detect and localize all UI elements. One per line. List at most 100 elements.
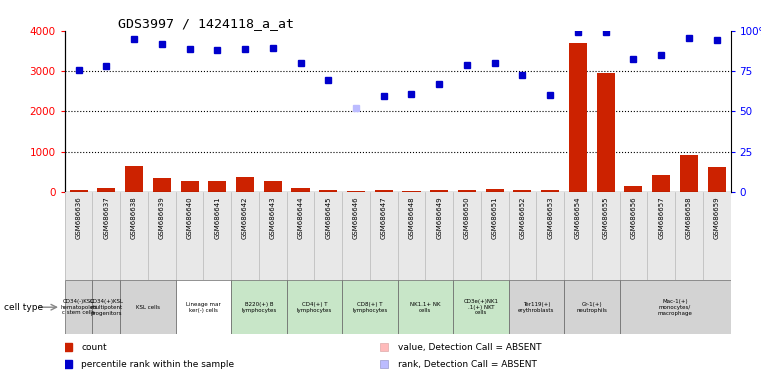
Text: CD34(-)KSL
hematopoleti
c stem cells: CD34(-)KSL hematopoleti c stem cells [60, 299, 97, 316]
Bar [153, 178, 170, 192]
Bar [180, 181, 199, 192]
Text: Mac-1(+)
monocytes/
macrophage: Mac-1(+) monocytes/ macrophage [658, 299, 693, 316]
Text: GSM686650: GSM686650 [464, 197, 470, 239]
Text: CD34(+)KSL
multipotent
progenitors: CD34(+)KSL multipotent progenitors [89, 299, 123, 316]
Text: GSM686638: GSM686638 [131, 197, 137, 239]
Text: GSM686659: GSM686659 [714, 197, 720, 239]
Bar [619, 280, 731, 334]
Bar [703, 192, 731, 280]
Bar [592, 192, 619, 280]
Text: rank, Detection Call = ABSENT: rank, Detection Call = ABSENT [397, 359, 537, 369]
Text: GSM686640: GSM686640 [186, 197, 193, 239]
Bar [342, 280, 397, 334]
Bar [287, 280, 342, 334]
Bar [176, 192, 203, 280]
Bar [486, 189, 504, 192]
Text: GSM686637: GSM686637 [103, 197, 110, 239]
Bar [425, 192, 453, 280]
Bar [708, 167, 726, 192]
Bar [569, 43, 587, 192]
Bar [374, 190, 393, 192]
Bar [209, 181, 226, 192]
Text: cell type: cell type [4, 303, 43, 312]
Text: GSM686645: GSM686645 [325, 197, 331, 239]
Bar [120, 280, 176, 334]
Bar [537, 192, 564, 280]
Bar [541, 190, 559, 192]
Bar [236, 177, 254, 192]
Text: GSM686654: GSM686654 [575, 197, 581, 239]
Text: GDS3997 / 1424118_a_at: GDS3997 / 1424118_a_at [118, 17, 294, 30]
Text: GSM686657: GSM686657 [658, 197, 664, 239]
Text: GSM686647: GSM686647 [380, 197, 387, 239]
Text: CD4(+) T
lymphocytes: CD4(+) T lymphocytes [297, 302, 332, 313]
Bar [397, 280, 453, 334]
Bar [370, 192, 397, 280]
Text: Gr-1(+)
neutrophils: Gr-1(+) neutrophils [576, 302, 607, 313]
Text: Ter119(+)
erythroblasts: Ter119(+) erythroblasts [518, 302, 555, 313]
Bar [231, 280, 287, 334]
Text: GSM686639: GSM686639 [159, 197, 165, 239]
Bar [97, 189, 116, 192]
Bar [347, 191, 365, 192]
Bar [430, 190, 448, 192]
Text: GSM686641: GSM686641 [215, 197, 220, 239]
Bar [264, 181, 282, 192]
Bar [125, 166, 143, 192]
Bar [481, 192, 508, 280]
Bar [65, 192, 92, 280]
Bar [619, 192, 648, 280]
Bar [176, 280, 231, 334]
Text: value, Detection Call = ABSENT: value, Detection Call = ABSENT [397, 343, 541, 352]
Bar [231, 192, 259, 280]
Bar [259, 192, 287, 280]
Text: B220(+) B
lymphocytes: B220(+) B lymphocytes [241, 302, 276, 313]
Text: GSM686644: GSM686644 [298, 197, 304, 239]
Text: GSM686648: GSM686648 [409, 197, 415, 239]
Bar [508, 192, 537, 280]
Text: GSM686646: GSM686646 [353, 197, 359, 239]
Bar [648, 192, 675, 280]
Bar [458, 190, 476, 192]
Text: GSM686636: GSM686636 [75, 197, 81, 239]
Bar [291, 188, 310, 192]
Text: GSM686656: GSM686656 [630, 197, 636, 239]
Text: percentile rank within the sample: percentile rank within the sample [81, 359, 234, 369]
Bar [148, 192, 176, 280]
Text: GSM686643: GSM686643 [269, 197, 275, 239]
Text: GSM686649: GSM686649 [436, 197, 442, 239]
Bar [597, 73, 615, 192]
Text: CD3e(+)NK1
.1(+) NKT
cells: CD3e(+)NK1 .1(+) NKT cells [463, 299, 498, 316]
Text: GSM686658: GSM686658 [686, 197, 692, 239]
Bar [625, 185, 642, 192]
Bar [564, 280, 619, 334]
Bar [675, 192, 703, 280]
Text: GSM686655: GSM686655 [603, 197, 609, 239]
Bar [65, 280, 92, 334]
Text: CD8(+) T
lymphocytes: CD8(+) T lymphocytes [352, 302, 387, 313]
Bar [92, 280, 120, 334]
Bar [320, 190, 337, 192]
Bar [314, 192, 342, 280]
Text: GSM686653: GSM686653 [547, 197, 553, 239]
Bar [92, 192, 120, 280]
Text: KSL cells: KSL cells [136, 305, 160, 310]
Bar [403, 191, 421, 192]
Bar [508, 280, 564, 334]
Text: NK1.1+ NK
cells: NK1.1+ NK cells [410, 302, 441, 313]
Bar [203, 192, 231, 280]
Bar [514, 190, 531, 192]
Bar [564, 192, 592, 280]
Bar [453, 192, 481, 280]
Bar [120, 192, 148, 280]
Bar [453, 280, 508, 334]
Text: GSM686651: GSM686651 [492, 197, 498, 239]
Bar [69, 190, 88, 192]
Bar [680, 155, 698, 192]
Text: Lineage mar
ker(-) cells: Lineage mar ker(-) cells [186, 302, 221, 313]
Text: GSM686642: GSM686642 [242, 197, 248, 239]
Bar [342, 192, 370, 280]
Bar [287, 192, 314, 280]
Bar [397, 192, 425, 280]
Text: GSM686652: GSM686652 [520, 197, 526, 239]
